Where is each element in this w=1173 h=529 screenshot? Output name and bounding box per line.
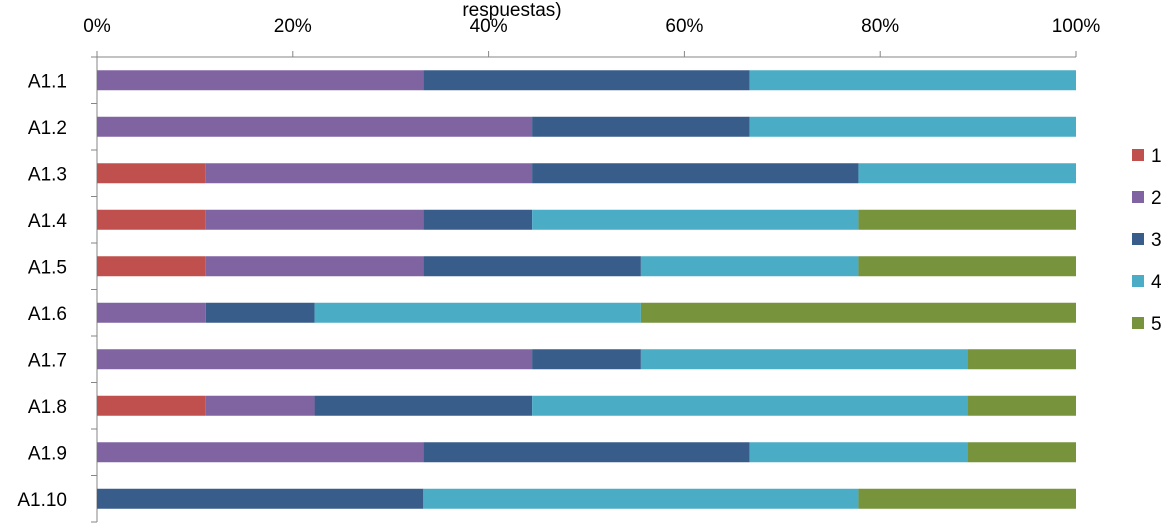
bar-segment <box>205 302 315 323</box>
legend-label: 3 <box>1151 230 1162 251</box>
legend-label: 2 <box>1151 188 1162 209</box>
bar-segment <box>532 209 859 230</box>
x-tick-label: 60% <box>665 16 703 37</box>
category-label: A1.4 <box>28 211 68 232</box>
bar-segment <box>97 209 206 230</box>
bar-segment <box>97 442 424 463</box>
bar-segment <box>205 209 424 230</box>
category-label: A1.2 <box>28 118 67 139</box>
category-label: A1.10 <box>17 490 67 511</box>
x-tick-label: 40% <box>470 16 508 37</box>
bar-segment <box>749 442 968 463</box>
bar-segment <box>205 395 315 416</box>
bar-segment <box>97 70 424 91</box>
bar-segment <box>640 349 968 370</box>
legend-label: 5 <box>1151 314 1162 335</box>
bar-segment <box>205 163 533 184</box>
bar-segment <box>314 395 533 416</box>
bar-segment <box>97 302 206 323</box>
bar-segment <box>858 209 1076 230</box>
bar-segment <box>967 395 1076 416</box>
bar-segment <box>97 163 206 184</box>
x-tick-label: 0% <box>83 16 111 37</box>
bar-segment <box>423 442 750 463</box>
bar-segment <box>423 256 641 277</box>
legend-swatch <box>1132 317 1144 329</box>
category-label: A1.7 <box>28 350 67 371</box>
category-label: A1.1 <box>28 71 67 92</box>
bar-segment <box>205 256 424 277</box>
bar-segment <box>97 349 533 370</box>
bar-segment <box>967 442 1076 463</box>
legend-swatch <box>1132 275 1144 287</box>
legend-label: 1 <box>1151 146 1162 167</box>
bar-segment <box>97 116 533 137</box>
bar-segment <box>532 395 968 416</box>
bar-segment <box>423 488 859 509</box>
bar-segment <box>749 116 1076 137</box>
legend-swatch <box>1132 191 1144 203</box>
category-label: A1.3 <box>28 164 67 185</box>
bar-segment <box>640 256 859 277</box>
bar-segment <box>532 116 750 137</box>
bar-segment <box>314 302 641 323</box>
x-tick-label: 80% <box>861 16 899 37</box>
legend-swatch <box>1132 149 1144 161</box>
bar-segment <box>640 302 1076 323</box>
bar-segment <box>423 209 533 230</box>
legend-swatch <box>1132 233 1144 245</box>
bar-segment <box>97 395 206 416</box>
legend-label: 4 <box>1151 272 1162 293</box>
bar-segment <box>858 163 1076 184</box>
bar-segment <box>97 256 206 277</box>
category-label: A1.5 <box>28 257 67 278</box>
bar-segment <box>858 488 1076 509</box>
x-tick-label: 20% <box>274 16 312 37</box>
bar-segment <box>532 349 641 370</box>
x-tick-label: 100% <box>1052 16 1101 37</box>
bar-segment <box>532 163 859 184</box>
bar-segment <box>967 349 1076 370</box>
category-label: A1.6 <box>28 304 67 325</box>
category-label: A1.8 <box>28 397 67 418</box>
category-label: A1.9 <box>28 443 67 464</box>
bar-segment <box>423 70 750 91</box>
bar-segment <box>858 256 1076 277</box>
bar-segment <box>749 70 1076 91</box>
chart-title: respuestas) <box>462 0 561 21</box>
bar-segment <box>97 488 424 509</box>
